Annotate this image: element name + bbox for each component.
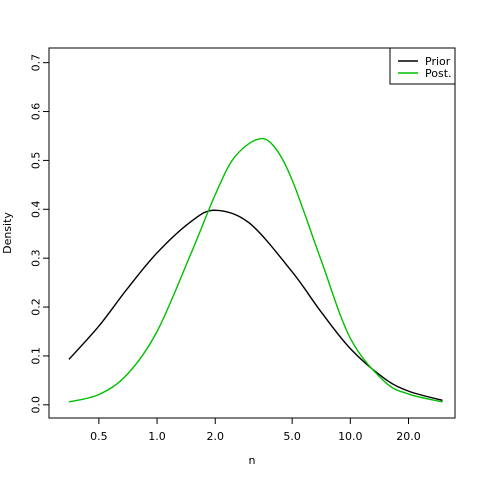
legend-label-prior: Prior [425,55,451,68]
legend-label-post: Post. [425,67,452,80]
y-tick-label: 0.5 [30,152,43,170]
y-tick-label: 0.6 [30,103,43,121]
x-tick-label: 5.0 [283,430,301,443]
legend-box [389,47,456,85]
y-tick-label: 0.2 [30,298,43,316]
y-tick-label: 0.7 [30,54,43,72]
series-line-prior [68,209,443,402]
y-tick-label: 0.1 [30,347,43,365]
series-layer [68,137,443,403]
y-tick-label: 0.3 [30,249,43,267]
x-tick-label: 0.5 [90,430,108,443]
plot-frame [48,47,456,419]
x-tick-label: 1.0 [148,430,166,443]
legend: Prior Post. [389,47,456,85]
x-ticks: 0.5 1.0 2.0 5.0 10.0 20.0 [90,418,421,443]
y-tick-label: 0.4 [30,201,43,219]
x-tick-label: 20.0 [396,430,421,443]
x-tick-label: 2.0 [206,430,224,443]
x-axis-label: n [249,454,256,467]
y-axis-label: Density [1,212,14,254]
series-line-post [68,137,443,403]
x-tick-label: 10.0 [338,430,363,443]
y-ticks: 0.0 0.1 0.2 0.3 0.4 0.5 0.6 0.7 [30,54,49,414]
y-tick-label: 0.0 [30,396,43,414]
